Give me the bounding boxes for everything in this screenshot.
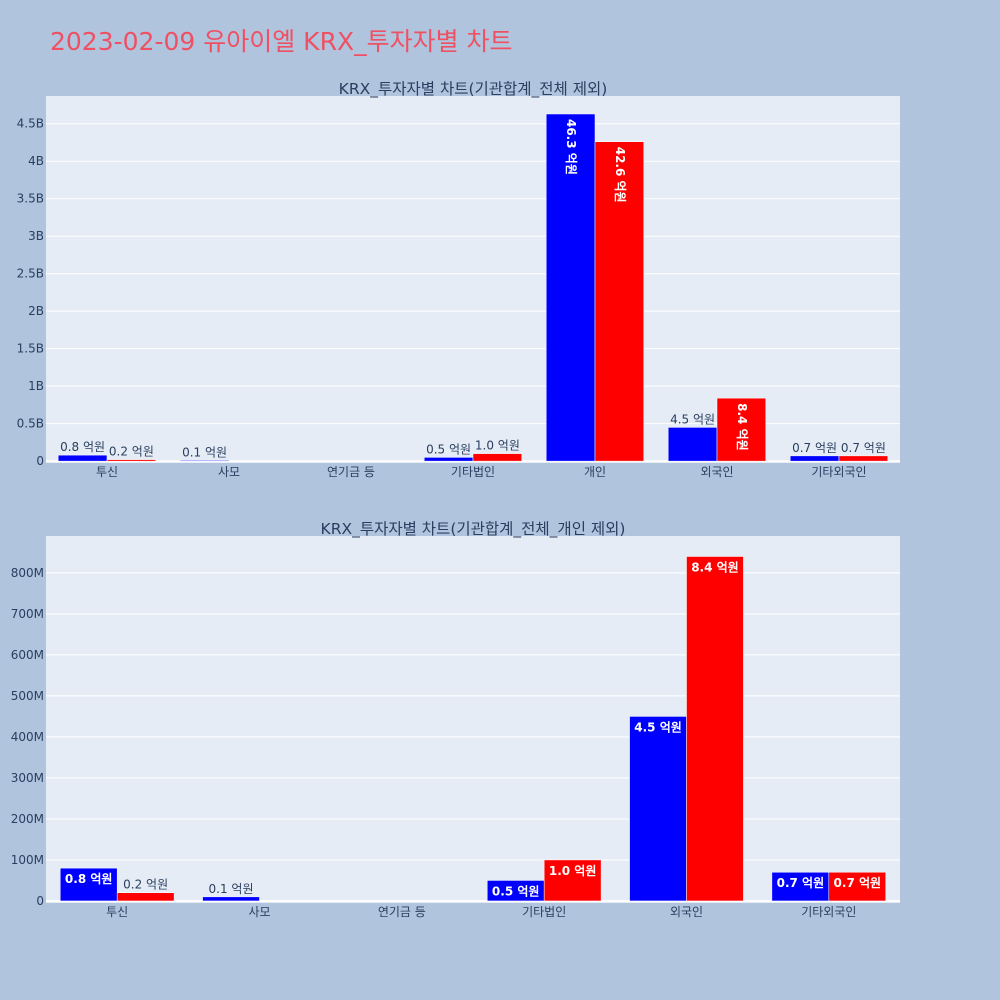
y-tick-label: 0.5B: [17, 417, 44, 431]
bar: [472, 453, 523, 462]
y-tick-label: 0: [36, 894, 44, 908]
data-label: 0.1 억원: [182, 445, 227, 459]
chart-title: KRX_투자자별 차트(기관합계_전체 제외): [339, 80, 608, 99]
y-tick-label: 800M: [11, 566, 44, 580]
data-label: 0.5 억원: [426, 442, 471, 456]
data-label: 8.4 억원: [691, 561, 739, 575]
data-label: 4.5 억원: [634, 720, 682, 734]
data-label: 4.5 억원: [670, 412, 715, 426]
y-tick-label: 500M: [11, 689, 44, 703]
x-tick-label: 사모: [218, 465, 240, 479]
bar: [594, 141, 645, 462]
data-label: 0.2 억원: [123, 878, 168, 892]
bar: [838, 455, 889, 462]
bar: [543, 859, 602, 902]
data-label: 0.1 억원: [209, 882, 254, 896]
data-label: 0.7 억원: [834, 876, 882, 890]
x-tick-label: 기타법인: [451, 465, 495, 479]
data-label: 0.7 억원: [777, 876, 825, 890]
x-tick-label: 기타외국인: [811, 465, 866, 479]
y-tick-label: 600M: [11, 648, 44, 662]
y-tick-label: 2B: [28, 304, 44, 318]
data-label: 0.8 억원: [60, 440, 105, 454]
data-label: 0.2 억원: [109, 445, 154, 459]
x-tick-label: 기타법인: [522, 905, 566, 919]
x-tick-label: 연기금 등: [327, 465, 375, 479]
page-title: 2023-02-09 유아이엘 KRX_투자자별 차트: [50, 27, 513, 56]
bar: [202, 896, 260, 902]
y-tick-label: 400M: [11, 730, 44, 744]
bar: [545, 113, 596, 462]
y-tick-label: 3B: [28, 229, 44, 243]
bar: [667, 427, 718, 462]
y-tick-label: 4.5B: [17, 117, 44, 131]
bar: [828, 871, 887, 902]
data-label: 1.0 억원: [475, 439, 520, 453]
y-tick-label: 100M: [11, 853, 44, 867]
bar: [716, 397, 767, 462]
x-tick-label: 외국인: [700, 465, 733, 479]
y-tick-label: 200M: [11, 812, 44, 826]
data-label: 1.0 억원: [549, 864, 597, 878]
y-tick-label: 0: [36, 454, 44, 468]
x-tick-label: 연기금 등: [378, 905, 426, 919]
x-tick-label: 투신: [106, 905, 128, 919]
y-tick-label: 4B: [28, 154, 44, 168]
bar: [59, 867, 118, 902]
data-label: 8.4 억원: [735, 403, 749, 451]
chart-title: KRX_투자자별 차트(기관합계_전체_개인 제외): [321, 520, 626, 539]
bar: [686, 556, 744, 902]
data-label: 46.3 억원: [564, 119, 578, 175]
bar: [116, 892, 175, 902]
x-tick-label: 개인: [584, 465, 606, 479]
data-label: 0.7 억원: [841, 441, 886, 455]
x-tick-label: 사모: [248, 905, 270, 919]
y-tick-label: 1B: [28, 379, 44, 393]
bar: [629, 716, 687, 902]
x-tick-label: 외국인: [670, 905, 703, 919]
x-tick-label: 투신: [96, 465, 118, 479]
x-tick-label: 기타외국인: [801, 905, 856, 919]
y-tick-label: 700M: [11, 607, 44, 621]
bar: [771, 871, 830, 902]
data-label: 0.7 억원: [792, 441, 837, 455]
y-tick-label: 3.5B: [17, 192, 44, 206]
investor-chart-all: 0 0.5B 1B 1.5B 2B 2.5B 3B 3.5B 4B 4.5B KRX_투자자별 차트…: [17, 80, 900, 479]
bar: [179, 460, 230, 462]
data-label: 0.8 억원: [65, 872, 113, 886]
y-tick-label: 300M: [11, 771, 44, 785]
plot-area: [46, 536, 900, 903]
bar: [57, 454, 108, 462]
data-label: 42.6 억원: [613, 147, 627, 203]
y-tick-label: 1.5B: [17, 342, 44, 356]
data-label: 0.5 억원: [492, 884, 540, 898]
y-tick-label: 2.5B: [17, 267, 44, 281]
bar: [106, 459, 157, 462]
